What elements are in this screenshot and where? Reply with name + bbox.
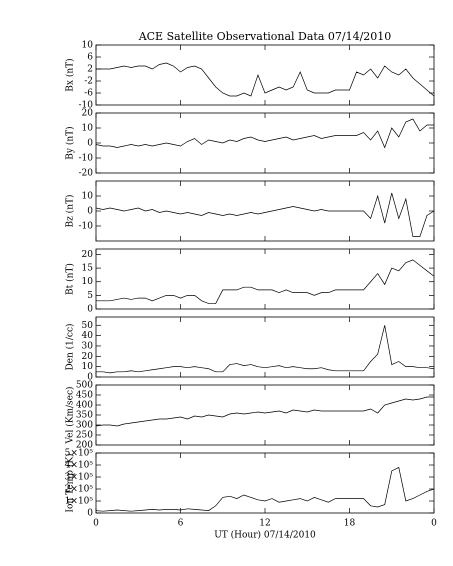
- y-tick-label: 30: [82, 341, 94, 351]
- y-tick-label: 350: [76, 411, 93, 421]
- y-tick-label: 10: [82, 192, 94, 202]
- y-tick-label: -20: [79, 169, 94, 179]
- data-line: [96, 325, 435, 374]
- y-tick-label: 20: [82, 352, 94, 362]
- y-axis-label: By (nT): [65, 126, 76, 159]
- y-axis-label: Vel (Km/sec): [65, 386, 76, 444]
- y-tick-label: 6: [87, 53, 93, 63]
- y-tick-label: 0: [87, 305, 93, 315]
- y-tick-label: 40: [82, 331, 94, 341]
- y-tick-label: 20: [82, 250, 94, 260]
- y-tick-label: -10: [79, 154, 94, 164]
- data-line: [95, 396, 434, 427]
- chart-title: ACE Satellite Observational Data 07/14/2…: [138, 30, 392, 43]
- y-tick-label: 10: [82, 124, 94, 134]
- y-tick-label: 450: [76, 391, 93, 401]
- y-tick-label: 5×10⁵: [65, 449, 94, 459]
- y-tick-label: -10: [79, 222, 94, 232]
- y-tick-label: 200: [76, 441, 93, 451]
- y-tick-label: 10: [82, 41, 94, 51]
- y-tick-label: 400: [76, 401, 93, 411]
- y-tick-label: 10: [82, 362, 94, 372]
- y-tick-label: 5: [87, 291, 93, 301]
- y-axis-label: Bz (nT): [65, 194, 76, 227]
- y-axis-label: Ion Temp (K): [65, 453, 76, 512]
- x-tick-label: 6: [178, 519, 184, 529]
- data-line: [95, 466, 435, 512]
- y-tick-label: -2: [84, 77, 93, 87]
- y-axis-label: Den (1/cc): [65, 323, 76, 370]
- x-tick-label: 18: [344, 519, 356, 529]
- y-tick-label: -10: [79, 101, 94, 111]
- y-tick-label: -6: [84, 89, 93, 99]
- y-tick-label: 300: [76, 421, 93, 431]
- y-tick-label: 15: [82, 264, 94, 274]
- x-tick-label: 12: [259, 519, 270, 529]
- y-tick-label: 3×10⁵: [65, 473, 94, 483]
- y-tick-label: 4×10⁵: [65, 461, 94, 471]
- y-tick-label: 0: [87, 139, 93, 149]
- y-tick-label: 50: [82, 321, 94, 331]
- y-tick-label: 500: [76, 381, 93, 391]
- data-line: [96, 62, 435, 97]
- data-line: [95, 192, 435, 237]
- y-tick-label: 250: [76, 431, 93, 441]
- y-tick-label: 2×10⁵: [65, 485, 94, 495]
- y-tick-label: 20: [82, 109, 94, 119]
- data-line: [96, 259, 435, 304]
- y-tick-label: 0: [87, 373, 93, 383]
- x-tick-label: 0: [93, 519, 99, 529]
- x-tick-label: 0: [431, 519, 437, 529]
- y-axis-label: Bt (nT): [65, 263, 76, 295]
- y-tick-label: 0: [87, 207, 93, 217]
- y-axis-label: Bx (nT): [65, 58, 76, 91]
- y-tick-label: 2: [87, 65, 93, 75]
- x-axis-label: UT (Hour) 07/14/2010: [214, 530, 316, 541]
- y-tick-label: 0: [87, 509, 93, 519]
- data-line: [95, 118, 434, 149]
- y-tick-label: 10: [82, 277, 94, 287]
- y-tick-label: 1×10⁵: [65, 497, 94, 507]
